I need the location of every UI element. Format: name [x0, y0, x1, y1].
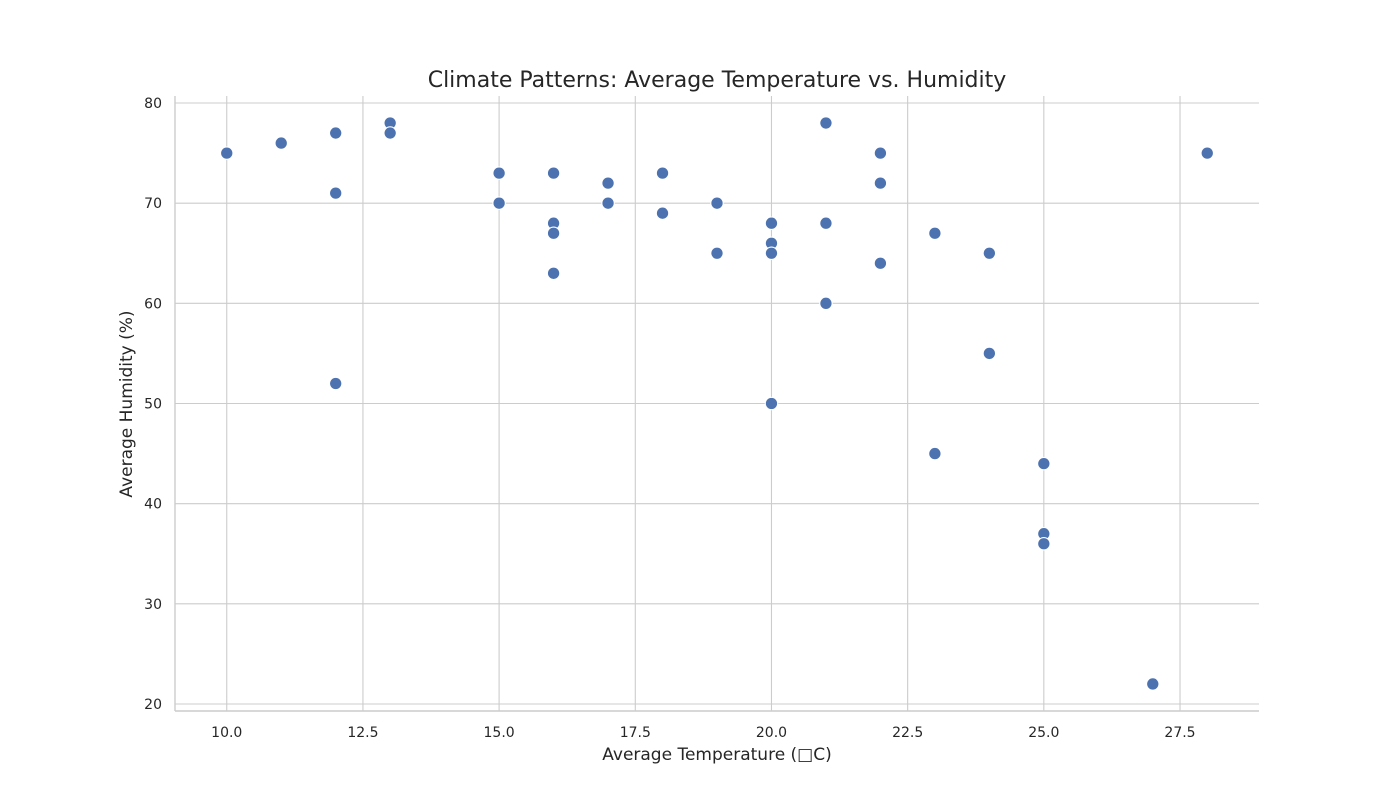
scatter-point	[328, 186, 343, 200]
y-tick-label: 60	[144, 296, 162, 312]
scatter-point	[383, 126, 397, 140]
y-tick-label: 40	[144, 497, 162, 513]
scatter-point	[819, 116, 833, 130]
x-tick-label: 27.5	[1164, 725, 1195, 741]
scatter-point	[928, 226, 942, 240]
y-axis-ticks: 20 30 40 50 60 70 80	[144, 96, 162, 713]
scatter-point	[1146, 677, 1160, 691]
scatter-point	[601, 176, 615, 190]
scatter-point	[819, 216, 833, 230]
x-tick-label: 17.5	[620, 725, 651, 741]
x-tick-label: 15.0	[484, 725, 515, 741]
scatter-point	[546, 266, 561, 281]
x-tick-label: 10.0	[211, 725, 242, 741]
scatter-point	[764, 246, 779, 261]
x-axis-ticks: 10.0 12.5 15.0 17.5 20.0 22.5 25.0 27.5	[211, 725, 1195, 741]
scatter-point	[655, 166, 670, 180]
scatter-point	[655, 206, 670, 220]
scatter-point	[274, 136, 288, 150]
scatter-point	[546, 226, 561, 240]
scatter-point	[873, 256, 888, 271]
scatter-point	[764, 396, 779, 411]
scatter-point	[764, 216, 779, 230]
chart-title: Climate Patterns: Average Temperature vs…	[428, 68, 1007, 93]
x-tick-label: 25.0	[1028, 725, 1059, 741]
y-tick-label: 30	[144, 597, 162, 613]
scatter-point	[710, 196, 724, 210]
scatter-point	[546, 166, 561, 180]
scatter-point	[873, 146, 888, 160]
data-points	[219, 116, 1215, 691]
scatter-point	[710, 246, 724, 261]
axis-spines	[174, 96, 1259, 712]
scatter-point	[982, 246, 997, 261]
x-tick-label: 22.5	[892, 725, 923, 741]
x-tick-label: 12.5	[347, 725, 378, 741]
y-tick-label: 20	[144, 697, 162, 713]
scatter-point	[492, 196, 506, 210]
scatter-point	[601, 196, 615, 210]
scatter-point	[1037, 536, 1051, 551]
scatter-point	[328, 126, 343, 140]
scatter-point	[873, 176, 888, 190]
scatter-point	[219, 146, 234, 160]
scatter-point	[982, 346, 997, 361]
scatter-point	[1037, 456, 1051, 471]
scatter-point	[328, 376, 343, 391]
scatter-point	[1200, 146, 1215, 160]
y-tick-label: 70	[144, 196, 162, 212]
scatter-point	[928, 446, 942, 461]
y-axis-label: Average Humidity (%)	[117, 310, 137, 497]
x-tick-label: 20.0	[756, 725, 787, 741]
x-axis-label: Average Temperature (□C)	[602, 745, 832, 765]
y-tick-label: 80	[144, 96, 162, 112]
y-tick-label: 50	[144, 397, 162, 413]
scatter-point	[492, 166, 506, 180]
scatter-point	[819, 296, 833, 311]
